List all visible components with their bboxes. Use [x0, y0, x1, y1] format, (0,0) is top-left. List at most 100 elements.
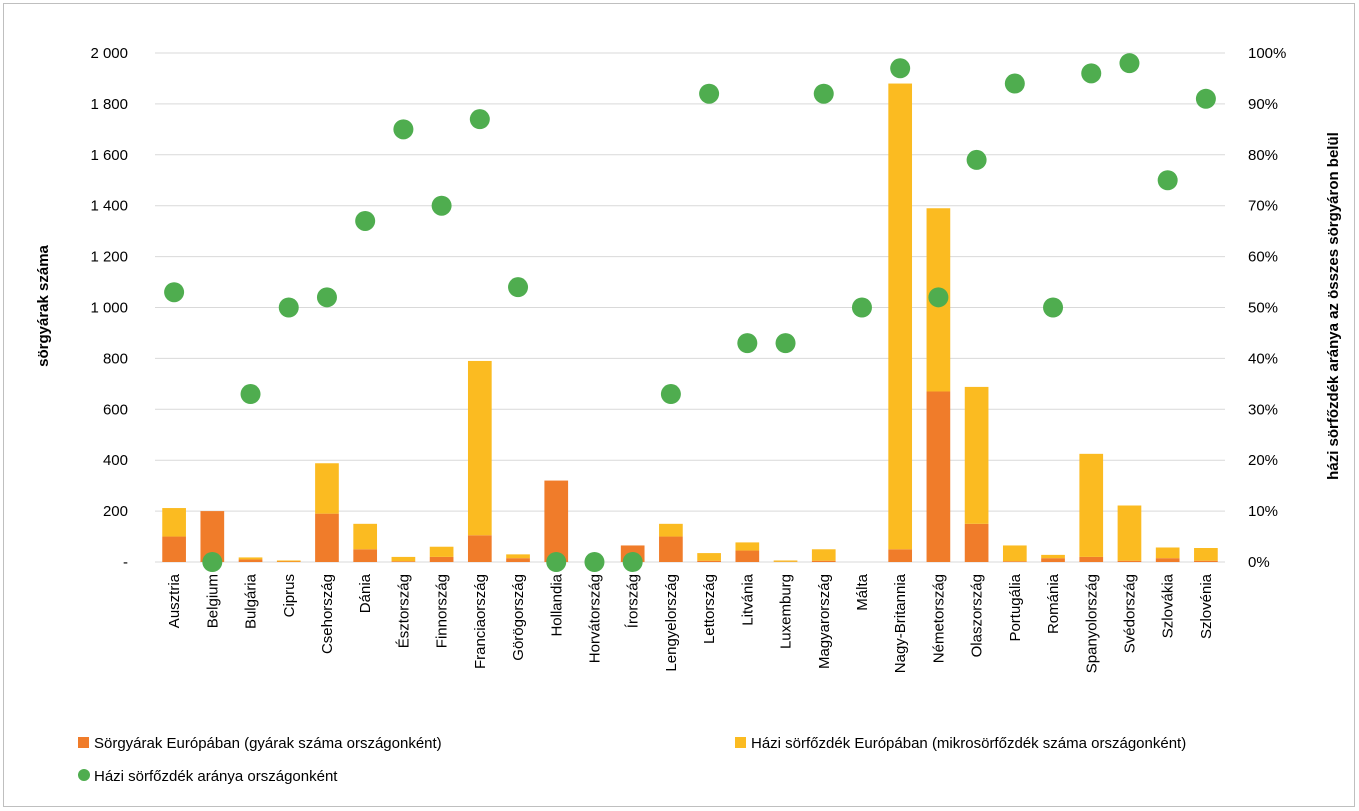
bar-microbreweries	[162, 508, 186, 537]
bar-microbreweries	[1041, 554, 1065, 559]
legend: Sörgyárak Európában (gyárak száma ország…	[78, 735, 1186, 785]
legend-swatch-microbreweries	[735, 737, 746, 748]
scatter-point-ratio	[775, 333, 796, 354]
bar-microbreweries	[391, 556, 416, 562]
scatter-point-ratio	[1157, 170, 1178, 191]
x-tick: Bulgária	[243, 573, 260, 629]
legend-swatch-ratio	[78, 769, 90, 781]
right-tick-label: 20%	[1248, 452, 1278, 469]
x-tick-label: Nagy-Britannia	[892, 573, 909, 673]
x-tick: Belgium	[204, 574, 221, 628]
x-tick-label: Írország	[625, 574, 642, 628]
scatter-point-ratio	[1195, 88, 1216, 109]
x-tick: Szlovénia	[1198, 573, 1215, 639]
x-tick: Litvánia	[739, 573, 756, 625]
left-tick-label: 800	[103, 350, 128, 367]
bar-breweries	[1002, 561, 1027, 562]
scatter-point-ratio	[508, 277, 529, 298]
right-tick-label: 60%	[1248, 249, 1278, 266]
x-tick-label: Horvátország	[586, 574, 603, 663]
bar-microbreweries	[506, 554, 530, 559]
bar-microbreweries	[1194, 548, 1218, 561]
x-tick-label: Luxemburg	[778, 574, 795, 649]
scatter-series	[164, 53, 1216, 572]
scatter-point-ratio	[1081, 63, 1102, 84]
x-tick-label: Litvánia	[739, 573, 756, 625]
right-axis-ticks: 0% 10% 20% 30% 40% 50% 60% 70% 80% 90% 100%	[1248, 45, 1286, 571]
right-tick-label: 30%	[1248, 401, 1278, 418]
bar-breweries	[1155, 558, 1180, 562]
left-tick-label: 2 000	[90, 45, 128, 62]
x-tick: Románia	[1045, 573, 1062, 634]
x-tick: Franciaország	[472, 574, 489, 669]
x-tick: Finnország	[434, 574, 451, 648]
x-tick-label: Ciprus	[281, 574, 298, 617]
legend-label-microbreweries: Házi sörfőzdék Európában (mikrosörfőzdék…	[751, 735, 1186, 752]
bar-breweries	[926, 391, 951, 562]
x-tick-label: Lengyelország	[663, 574, 680, 672]
x-tick: Szlovákia	[1160, 573, 1177, 638]
scatter-point-ratio	[393, 119, 414, 140]
bar-breweries	[353, 549, 378, 562]
left-tick-label: 1 200	[90, 249, 128, 266]
scatter-point-ratio	[164, 282, 185, 303]
x-tick-label: Portugália	[1007, 573, 1024, 641]
x-tick: Portugália	[1007, 573, 1024, 641]
bar-breweries	[506, 558, 530, 562]
x-tick: Magyarország	[816, 574, 833, 669]
bar-breweries	[429, 556, 454, 562]
x-tick-label: Lettország	[701, 574, 718, 644]
x-tick-label: Szlovákia	[1160, 573, 1177, 638]
left-axis-ticks: - 200 400 600 800 1 000 1 200 1 400 1 600 1 800 2 …	[90, 45, 128, 571]
x-tick-label: Hollandia	[548, 573, 565, 636]
x-tick: Hollandia	[548, 573, 565, 636]
x-tick: Lengyelország	[663, 574, 680, 672]
bar-microbreweries	[735, 542, 760, 551]
left-tick-label: 600	[103, 401, 128, 418]
scatter-point-ratio	[699, 83, 720, 104]
x-tick: Dánia	[357, 573, 374, 613]
bar-microbreweries	[467, 360, 492, 536]
bar-breweries	[200, 511, 225, 562]
scatter-point-ratio	[355, 210, 376, 231]
right-axis-title: házi sörfőzdék aránya az összes sörgyáro…	[1325, 132, 1342, 480]
scatter-point-ratio	[202, 552, 223, 572]
scatter-point-ratio	[316, 287, 337, 308]
left-tick-label: 1 800	[90, 96, 128, 113]
left-tick-label: 400	[103, 452, 128, 469]
bar-microbreweries	[1002, 545, 1027, 562]
scatter-point-ratio	[851, 297, 872, 318]
right-tick-label: 70%	[1248, 198, 1278, 215]
bar-microbreweries	[1117, 505, 1142, 561]
bar-microbreweries	[1155, 547, 1180, 559]
bar-breweries	[1041, 558, 1065, 562]
right-tick-label: 10%	[1248, 503, 1278, 520]
bar-breweries	[467, 535, 492, 562]
bar-microbreweries	[1079, 453, 1104, 557]
bar-breweries	[811, 560, 836, 562]
scatter-point-ratio	[469, 109, 490, 130]
right-tick-label: 100%	[1248, 45, 1286, 62]
x-tick: Svédország	[1121, 574, 1138, 653]
bar-microbreweries	[697, 553, 721, 561]
bar-breweries	[888, 549, 913, 562]
x-tick-label: Franciaország	[472, 574, 489, 669]
scatter-point-ratio	[278, 297, 299, 318]
bar-breweries	[735, 550, 760, 562]
x-tick-label: Ausztria	[166, 573, 183, 628]
scatter-point-ratio	[1119, 53, 1140, 74]
x-tick-label: Spanyolország	[1083, 574, 1100, 673]
x-tick: Nagy-Britannia	[892, 573, 909, 673]
legend-label-ratio: Házi sörfőzdék aránya országonként	[94, 768, 338, 785]
bar-microbreweries	[888, 83, 913, 550]
right-tick-label: 40%	[1248, 350, 1278, 367]
scatter-point-ratio	[1043, 297, 1064, 318]
legend-label-breweries: Sörgyárak Európában (gyárak száma ország…	[94, 735, 442, 752]
x-tick-label: Belgium	[204, 574, 221, 628]
right-tick-label: 80%	[1248, 147, 1278, 164]
x-tick-label: Görögország	[510, 574, 527, 661]
x-tick-label: Csehország	[319, 574, 336, 654]
x-tick-label: Románia	[1045, 573, 1062, 634]
x-tick: Horvátország	[586, 574, 603, 663]
